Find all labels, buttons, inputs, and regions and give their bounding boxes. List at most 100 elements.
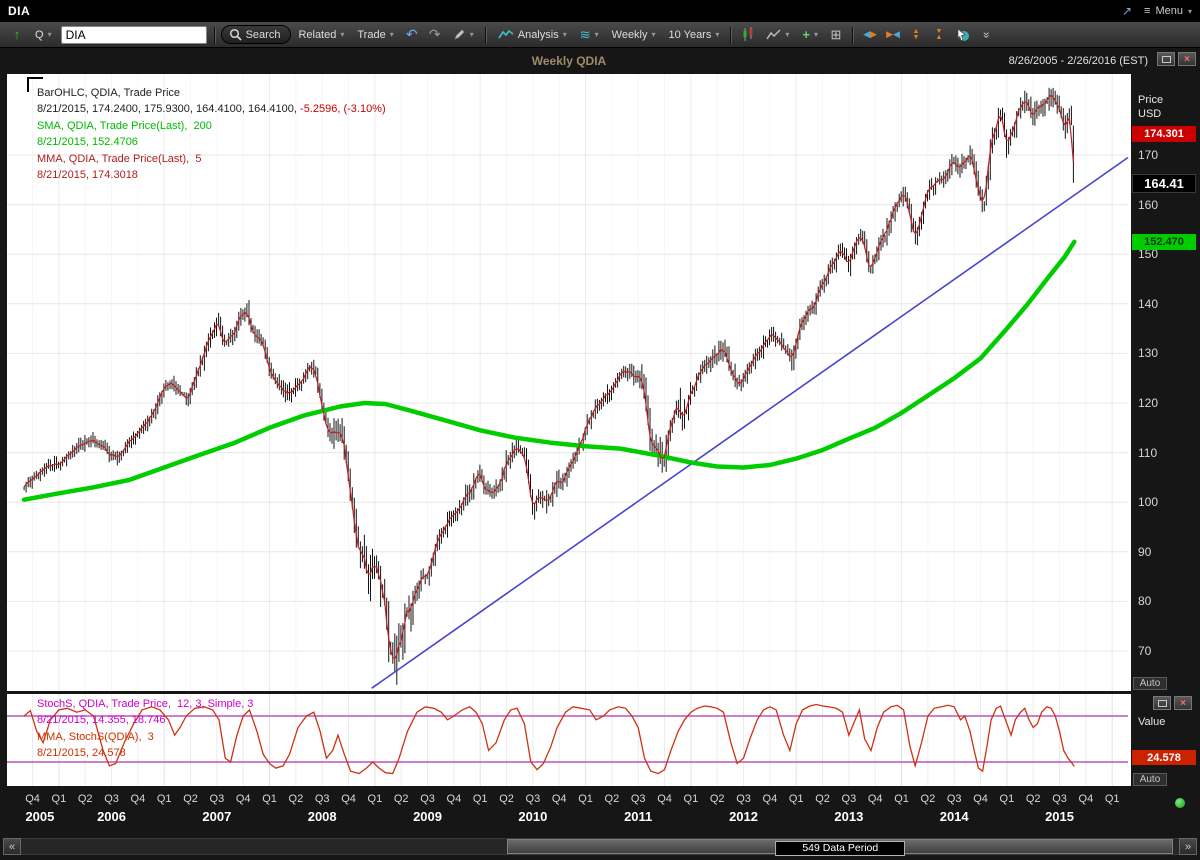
- analysis-dropdown[interactable]: Analysis ▾: [492, 26, 573, 44]
- chart-style-dropdown[interactable]: ▾: [760, 26, 795, 44]
- quarter-label: Q1: [51, 793, 67, 805]
- pan-left-icon[interactable]: ◀ ▶: [863, 29, 877, 39]
- quarter-label: Q2: [183, 793, 198, 805]
- symbol-type-dropdown[interactable]: Q ▾: [29, 26, 58, 44]
- popout-icon[interactable]: ↗: [1121, 4, 1133, 18]
- price-auto-button[interactable]: Auto: [1133, 677, 1167, 690]
- redo-icon[interactable]: ↷: [428, 26, 441, 42]
- quarter-label: Q1: [472, 793, 488, 805]
- connection-status-dot: [1175, 798, 1185, 808]
- legend-line: 8/21/2015, 24.578: [37, 747, 126, 760]
- chevron-down-icon: ▾: [1187, 6, 1192, 16]
- menu-label: Menu: [1155, 5, 1183, 17]
- price-chart-svg: [7, 74, 1129, 691]
- quarter-label: Q3: [736, 793, 751, 805]
- quarter-label: Q2: [709, 793, 725, 805]
- pencil-icon: [454, 29, 465, 40]
- drawing-tools-dropdown[interactable]: ▾: [447, 25, 480, 44]
- waves-icon: ≋: [579, 26, 591, 42]
- legend-line: 8/21/2015, 174.2400, 175.9300, 164.4100,…: [37, 103, 386, 116]
- price-tick-label: 130: [1138, 346, 1159, 361]
- quarter-label: Q3: [630, 793, 646, 805]
- last-price-box: 164.41: [1132, 173, 1196, 193]
- chevron-down-icon: ▾: [340, 30, 345, 39]
- year-label: 2005: [25, 809, 55, 824]
- related-dropdown[interactable]: Related ▾: [292, 26, 350, 44]
- toolbar: ↑ Q ▾ Search Related ▾ Trade ▾ ↶ ↷ ▾ Ana…: [0, 22, 1200, 48]
- quarter-label: Q4: [446, 793, 462, 805]
- candlestick-style-icon[interactable]: [737, 25, 759, 44]
- trendline[interactable]: [371, 156, 1129, 689]
- scrollbar-thumb[interactable]: 549 Data Period: [507, 839, 1174, 856]
- chevron-down-icon: ▾: [594, 30, 599, 39]
- chevron-down-icon: ▾: [785, 30, 790, 39]
- trade-dropdown[interactable]: Trade ▾: [351, 26, 399, 44]
- quarter-label: Q4: [973, 793, 988, 805]
- time-scrollbar: « 549 Data Period »: [3, 838, 1197, 856]
- close-panel-icon[interactable]: ×: [1178, 52, 1196, 66]
- menu-button[interactable]: ≡ Menu ▾: [1144, 5, 1192, 17]
- quarter-label: Q4: [25, 793, 40, 805]
- scroll-left-button[interactable]: «: [3, 838, 21, 855]
- restore-panel-icon[interactable]: [1157, 52, 1175, 66]
- quarter-label: Q1: [367, 793, 383, 805]
- indicators-dropdown[interactable]: ≋ ▾: [574, 24, 605, 46]
- price-tick-label: 120: [1138, 396, 1159, 410]
- quarter-label: Q4: [551, 793, 567, 805]
- timeframe-dropdown[interactable]: Weekly ▾: [606, 26, 662, 44]
- change-value: -5.2596, (-3.10%): [296, 103, 386, 116]
- sma-price-box: 152.470: [1132, 233, 1196, 250]
- layout-grid-icon[interactable]: ⊞: [830, 26, 842, 42]
- price-chart-canvas[interactable]: BarOHLC, QDIA, Trade Price 8/21/2015, 17…: [7, 74, 1131, 691]
- chevron-down-icon: ▾: [47, 30, 52, 39]
- price-tick-label: 140: [1138, 296, 1159, 311]
- quarter-label: Q1: [262, 793, 277, 805]
- quarter-label: Q3: [525, 793, 541, 805]
- quarter-label: Q3: [1052, 793, 1067, 805]
- range-dropdown[interactable]: 10 Years ▾: [663, 26, 726, 44]
- chevron-down-icon: ▾: [562, 30, 567, 39]
- add-study-dropdown[interactable]: + ▾: [796, 24, 824, 45]
- year-label: 2015: [1045, 809, 1074, 824]
- chart-title: Weekly QDIA: [531, 54, 607, 68]
- quarter-label: Q1: [999, 793, 1015, 805]
- expand-vertical-icon[interactable]: ▲ ▼: [912, 27, 920, 41]
- price-tick-label: 90: [1138, 544, 1152, 559]
- quarter-label: Q1: [1104, 793, 1120, 805]
- legend-line: MMA, StochS(QDIA), 3: [37, 730, 154, 743]
- symbol-arrow-icon[interactable]: ↑: [13, 27, 21, 42]
- price-panel-controls: ×: [1157, 52, 1196, 66]
- collapse-toolbar-icon[interactable]: «: [978, 31, 992, 38]
- quarter-label: Q1: [683, 793, 699, 805]
- year-label: 2007: [202, 809, 232, 824]
- symbol-input[interactable]: [60, 25, 207, 44]
- quarter-label: Q3: [314, 793, 330, 805]
- chevron-down-icon: ▾: [715, 30, 720, 39]
- undo-icon[interactable]: ↶: [405, 26, 418, 42]
- search-button[interactable]: Search: [220, 25, 292, 44]
- pan-right-icon[interactable]: ▶ ◀: [886, 29, 900, 39]
- stoch-auto-button[interactable]: Auto: [1133, 773, 1167, 786]
- stoch-panel-controls: ×: [1153, 696, 1192, 710]
- pointer-tool-icon[interactable]: [951, 26, 973, 44]
- compress-vertical-icon[interactable]: ▼ ▲: [935, 27, 943, 41]
- legend-line: BarOHLC, QDIA, Trade Price: [37, 87, 181, 99]
- stoch-chart-canvas[interactable]: StochS, QDIA, Trade Price, 12, 3, Simple…: [7, 694, 1131, 786]
- quarter-label: Q2: [499, 793, 514, 805]
- price-tick-label: 110: [1138, 445, 1158, 460]
- scroll-right-button[interactable]: »: [1179, 838, 1197, 855]
- restore-panel-icon[interactable]: [1153, 696, 1171, 710]
- quarter-label: Q3: [946, 793, 962, 805]
- stoch-axis-title: Value: [1138, 716, 1166, 728]
- stoch-chart-svg: [7, 694, 1128, 786]
- range-label: 10 Years: [668, 28, 712, 41]
- quarter-label: Q3: [104, 793, 119, 805]
- mma-price-box: 174.301: [1132, 125, 1196, 142]
- chevron-down-icon: ▾: [813, 30, 818, 39]
- zigzag-chart-icon: [498, 29, 514, 39]
- year-label: 2009: [413, 809, 442, 824]
- year-label: 2012: [729, 809, 758, 824]
- close-panel-icon[interactable]: ×: [1174, 696, 1192, 710]
- scrollbar-track[interactable]: 549 Data Period: [21, 838, 1179, 856]
- legend-line: StochS, QDIA, Trade Price, 12, 3, Simple…: [37, 698, 254, 710]
